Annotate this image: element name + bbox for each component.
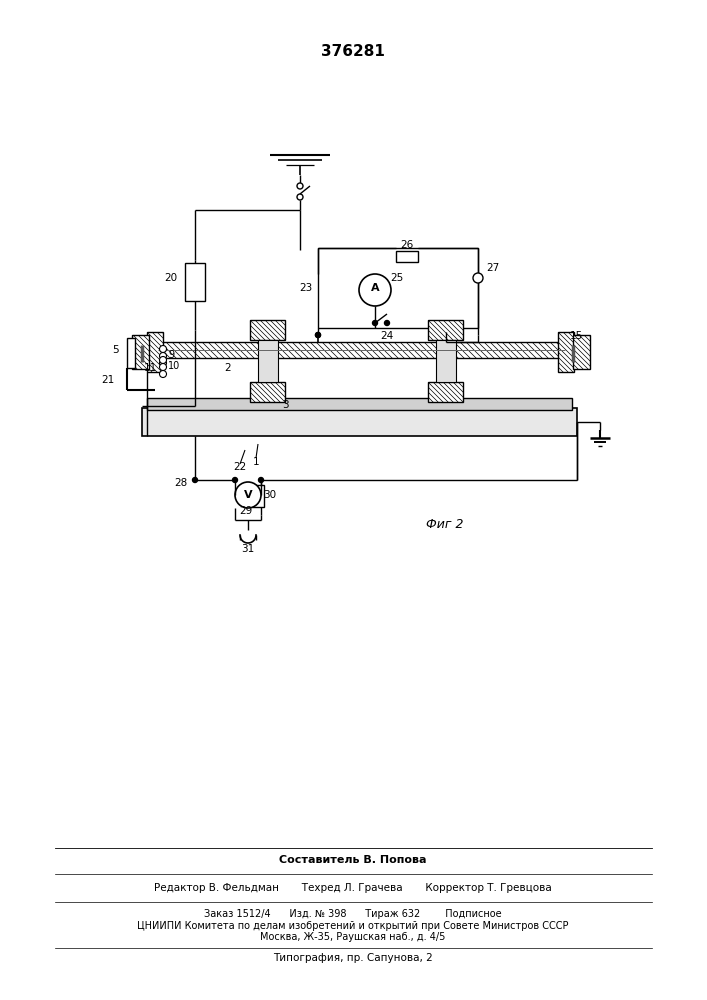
Text: 26: 26 bbox=[400, 240, 414, 250]
Text: Редактор В. Фельдман       Техред Л. Грачева       Корректор Т. Гревцова: Редактор В. Фельдман Техред Л. Грачева К… bbox=[154, 883, 552, 893]
Bar bbox=[250, 320, 285, 340]
Circle shape bbox=[160, 353, 167, 360]
Circle shape bbox=[235, 482, 261, 508]
Bar bbox=[142, 408, 577, 436]
Bar bbox=[573, 335, 590, 369]
Text: 31: 31 bbox=[241, 544, 255, 554]
Text: 29: 29 bbox=[240, 506, 252, 516]
Text: 25: 25 bbox=[390, 273, 404, 283]
Bar bbox=[147, 332, 163, 372]
Bar bbox=[158, 342, 565, 358]
Bar bbox=[436, 340, 456, 382]
Text: 20: 20 bbox=[164, 273, 177, 283]
Bar bbox=[573, 335, 590, 369]
Circle shape bbox=[373, 320, 378, 326]
Text: 11: 11 bbox=[144, 363, 157, 373]
Bar bbox=[158, 342, 565, 358]
Bar bbox=[428, 320, 463, 340]
Text: 3: 3 bbox=[281, 400, 288, 410]
Bar bbox=[132, 335, 149, 369]
Circle shape bbox=[359, 274, 391, 306]
Text: Типография, пр. Сапуновa, 2: Типография, пр. Сапуновa, 2 bbox=[273, 953, 433, 963]
Text: Москва, Ж-35, Раушская наб., д. 4/5: Москва, Ж-35, Раушская наб., д. 4/5 bbox=[260, 932, 445, 942]
Bar bbox=[132, 335, 149, 369]
Circle shape bbox=[315, 332, 320, 338]
Text: 2: 2 bbox=[225, 363, 231, 373]
Bar bbox=[428, 320, 463, 340]
Text: 9: 9 bbox=[168, 350, 174, 360]
Text: 22: 22 bbox=[233, 462, 247, 472]
Bar bbox=[558, 332, 574, 372]
Bar bbox=[396, 251, 418, 262]
Circle shape bbox=[160, 346, 167, 353]
Bar bbox=[147, 398, 572, 410]
Bar bbox=[252, 485, 264, 507]
Bar bbox=[250, 382, 285, 402]
Circle shape bbox=[192, 478, 197, 483]
Circle shape bbox=[473, 273, 483, 283]
Circle shape bbox=[385, 320, 390, 326]
Circle shape bbox=[160, 370, 167, 377]
Bar bbox=[185, 263, 205, 301]
Text: 1: 1 bbox=[252, 457, 259, 467]
Bar bbox=[258, 340, 278, 382]
Text: 28: 28 bbox=[175, 478, 188, 488]
Bar bbox=[250, 320, 285, 340]
Text: A: A bbox=[370, 283, 380, 293]
Circle shape bbox=[259, 478, 264, 483]
Circle shape bbox=[297, 183, 303, 189]
Text: Фиг 2: Фиг 2 bbox=[426, 518, 464, 532]
Bar bbox=[127, 338, 135, 368]
Text: ЦНИИПИ Комитета по делам изобретений и открытий при Совете Министров СССР: ЦНИИПИ Комитета по делам изобретений и о… bbox=[137, 921, 568, 931]
Text: 21: 21 bbox=[102, 375, 115, 385]
Circle shape bbox=[160, 357, 167, 363]
Text: Заказ 1512/4      Изд. № 398      Тираж 632        Подписное: Заказ 1512/4 Изд. № 398 Тираж 632 Подпис… bbox=[204, 909, 502, 919]
Circle shape bbox=[160, 363, 167, 370]
Bar bbox=[558, 332, 574, 372]
Bar bbox=[250, 382, 285, 402]
Bar bbox=[428, 382, 463, 402]
Text: 376281: 376281 bbox=[321, 44, 385, 60]
Bar bbox=[147, 332, 163, 372]
Text: Составитель В. Попова: Составитель В. Попова bbox=[279, 855, 427, 865]
Text: 23: 23 bbox=[300, 283, 313, 293]
Text: 27: 27 bbox=[486, 263, 500, 273]
Bar bbox=[428, 382, 463, 402]
Circle shape bbox=[297, 194, 303, 200]
Bar bbox=[318, 248, 478, 328]
Text: V: V bbox=[244, 490, 252, 500]
Circle shape bbox=[315, 332, 320, 338]
Circle shape bbox=[160, 360, 167, 366]
Text: 10: 10 bbox=[168, 361, 180, 371]
Circle shape bbox=[233, 478, 238, 483]
Text: 30: 30 bbox=[264, 490, 276, 500]
Text: 5: 5 bbox=[112, 345, 119, 355]
Text: 15: 15 bbox=[569, 331, 583, 341]
Text: 24: 24 bbox=[380, 331, 394, 341]
